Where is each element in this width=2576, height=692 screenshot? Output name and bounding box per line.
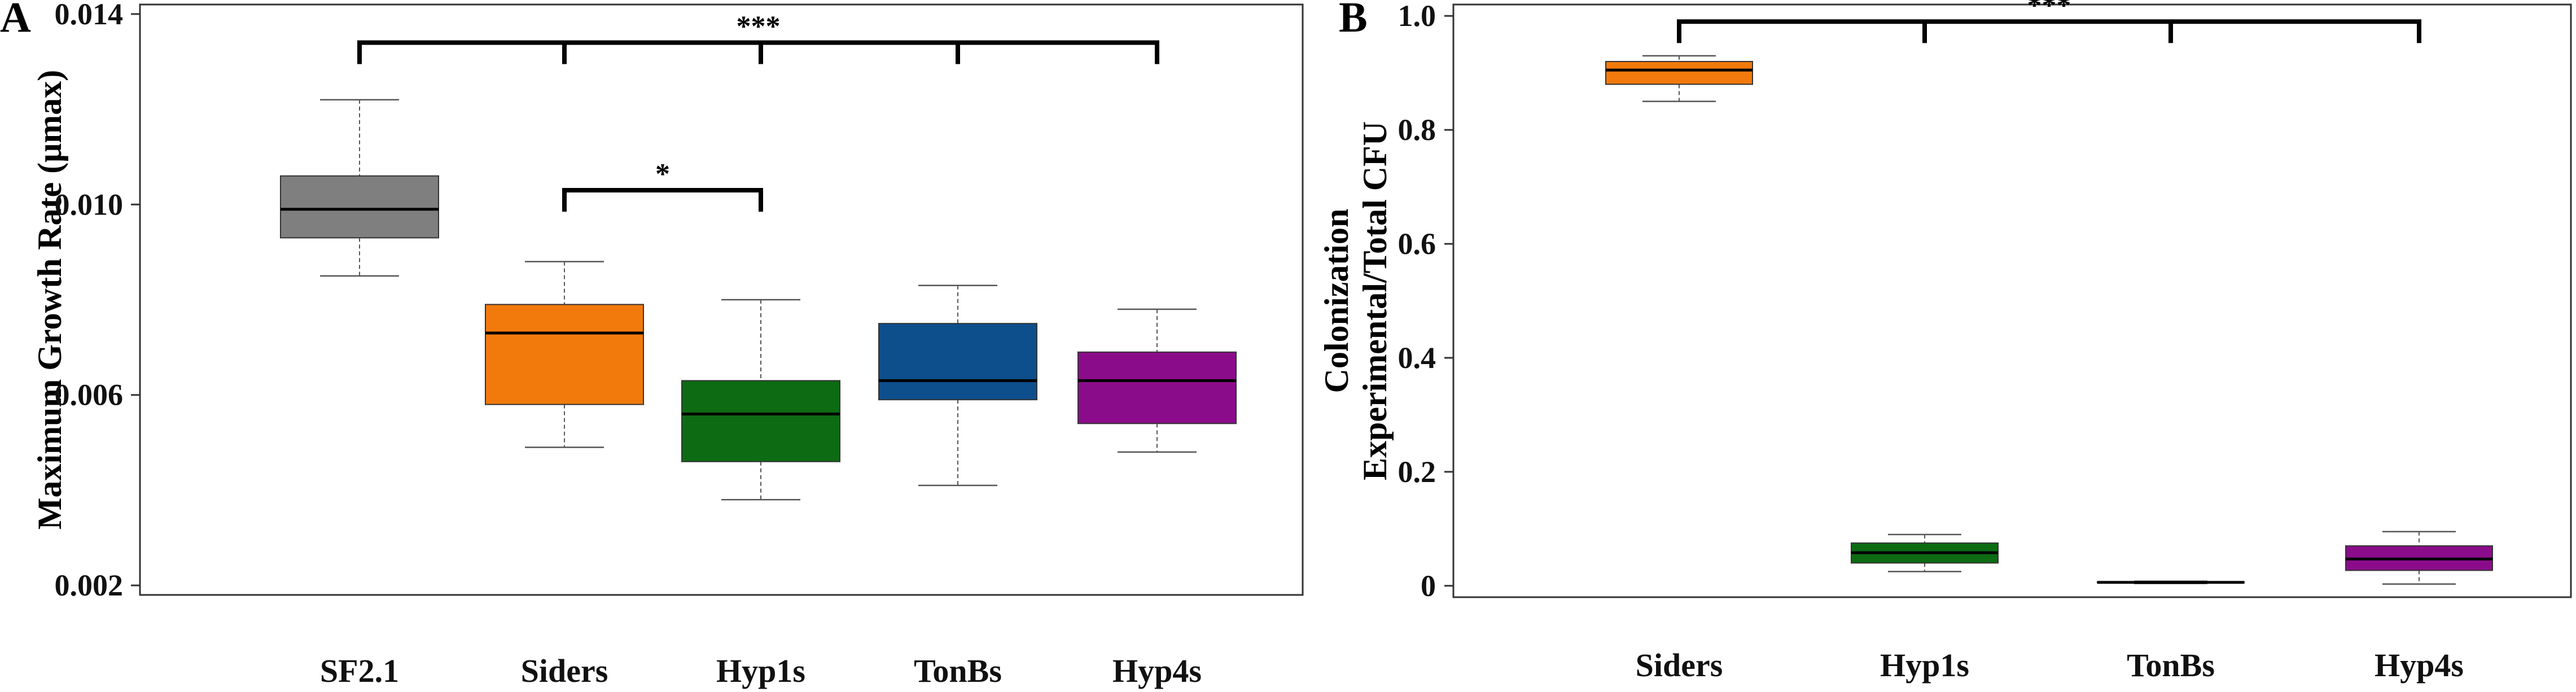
panel-b-ytick-label: 0.2 bbox=[1398, 455, 1436, 489]
panel-b-significance: *** bbox=[1677, 0, 2421, 43]
significance-sf2-1: *** bbox=[357, 10, 1159, 64]
category-label-hyp1s: Hyp1s bbox=[716, 652, 805, 689]
panel-a-ytick-label: 0.014 bbox=[55, 0, 124, 31]
panel-a-y-axis: 0.002 0.006 0.010 0.014 bbox=[55, 0, 140, 602]
panel-a-significance: **** bbox=[357, 10, 1159, 212]
box-hyp1s bbox=[1851, 533, 1999, 572]
panel-a-ytick-label: 0.006 bbox=[55, 378, 124, 412]
panel-a: A Maximum Growth Rate (μmax) 0.0020.0060… bbox=[0, 0, 1304, 689]
box-iqr-sf2-1 bbox=[280, 175, 439, 239]
panel-b-y-axis-label-line1: Colonization bbox=[1318, 209, 1355, 393]
panel-a-boxes bbox=[280, 99, 1237, 501]
category-label-tonbs: TonBs bbox=[2127, 647, 2215, 684]
box-siders bbox=[485, 261, 644, 448]
panel-b-x-axis: Siders Hyp1s TonBs Hyp4s bbox=[1636, 647, 2464, 684]
category-label-sf2-1: SF2.1 bbox=[320, 652, 399, 689]
significance-siders: *** bbox=[1677, 0, 2421, 43]
panel-a-label: A bbox=[0, 0, 31, 41]
significance-label: *** bbox=[737, 10, 781, 42]
box-tonbs bbox=[2097, 580, 2245, 585]
box-iqr-tonbs bbox=[878, 323, 1037, 401]
panel-b-ytick-label: 0.4 bbox=[1398, 341, 1436, 375]
category-label-siders: Siders bbox=[1636, 647, 1723, 684]
box-hyp4s bbox=[2345, 531, 2493, 585]
panel-a-ytick-label: 0.002 bbox=[55, 568, 124, 602]
category-label-siders: Siders bbox=[521, 652, 608, 689]
panel-a-x-axis: SF2.1 Siders Hyp1s TonBs Hyp4s bbox=[320, 652, 1202, 689]
box-hyp1s bbox=[681, 299, 840, 501]
panel-b-ytick-label: 0.8 bbox=[1398, 113, 1436, 147]
panel-a-ytick-label: 0.010 bbox=[55, 187, 124, 221]
panel-b-plot-frame bbox=[1452, 3, 2572, 598]
panel-b-boxes bbox=[1605, 55, 2493, 585]
panel-a-y-axis-label: Maximum Growth Rate (μmax) bbox=[31, 70, 68, 529]
box-tonbs bbox=[878, 284, 1037, 487]
panel-b-label: B bbox=[1339, 0, 1368, 41]
panel-b-y-axis-label-line2: Experimental/Total CFU bbox=[1356, 121, 1394, 480]
category-label-tonbs: TonBs bbox=[914, 652, 1002, 689]
category-label-hyp4s: Hyp4s bbox=[1112, 652, 1202, 689]
category-label-hyp1s: Hyp1s bbox=[1880, 647, 1969, 684]
box-hyp4s bbox=[1077, 308, 1237, 453]
panel-a-plot-frame bbox=[139, 3, 1304, 596]
panel-b-ytick-label: 0.6 bbox=[1398, 227, 1436, 261]
box-siders bbox=[1605, 55, 1753, 102]
panel-b-ytick-label: 1.0 bbox=[1398, 0, 1436, 33]
box-iqr-hyp4s bbox=[1077, 351, 1237, 424]
significance-label: * bbox=[655, 158, 670, 190]
panel-b: B Colonization Experimental/Total CFU 00… bbox=[1318, 0, 2572, 684]
box-iqr-siders bbox=[1605, 60, 1753, 85]
panel-b-ytick-label: 0 bbox=[1421, 569, 1436, 603]
box-iqr-hyp1s bbox=[681, 380, 840, 462]
category-label-hyp4s: Hyp4s bbox=[2375, 647, 2464, 684]
significance-label: *** bbox=[2027, 0, 2071, 21]
box-sf2-1 bbox=[280, 99, 439, 277]
panel-b-y-axis: 0 0.2 0.4 0.6 0.8 1.0 bbox=[1398, 0, 1453, 603]
significance-siders: * bbox=[562, 158, 763, 212]
box-iqr-siders bbox=[485, 304, 644, 405]
